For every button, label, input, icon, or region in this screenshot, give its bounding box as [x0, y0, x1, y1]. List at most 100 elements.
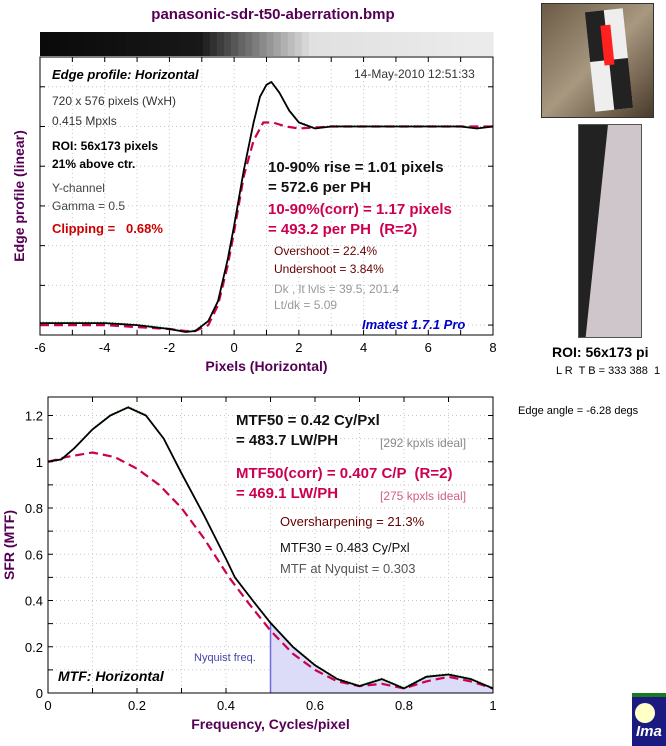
mtf50-corr: MTF50(corr) = 0.407 C/P (R=2) [236, 465, 453, 482]
gray-strip-cell [103, 32, 112, 56]
mtf-heading: MTF: Horizontal [58, 668, 164, 684]
gray-strip-cell [160, 32, 169, 56]
gray-strip-cell [96, 32, 105, 56]
imatest-logo: Ima [632, 693, 666, 746]
ratio: Lt/dk = 5.09 [274, 298, 338, 312]
gamma: Gamma = 0.5 [52, 199, 126, 213]
series-corrected-line [47, 451, 494, 690]
gray-strip-cell [216, 32, 225, 56]
mtf30: MTF30 = 0.483 Cy/Pxl [280, 540, 410, 555]
overshoot: Overshoot = 22.4% [274, 244, 378, 258]
plot-frame [39, 56, 494, 336]
gray-strip-cell [167, 32, 176, 56]
gray-strip-cell [245, 32, 253, 56]
gray-strip-cell [209, 32, 218, 56]
gray-strip-cell [124, 32, 133, 56]
gray-strip-cell [280, 32, 289, 56]
gray-strip-cell [351, 32, 360, 56]
gray-strip-cell [429, 32, 437, 56]
gray-strip-cell [379, 32, 388, 56]
gray-strip-cell [450, 32, 459, 56]
gray-strip-cell [337, 32, 345, 56]
gray-strip-cell [422, 32, 430, 56]
gray-strip-cell [393, 32, 402, 56]
x-tick-label: 8 [489, 340, 496, 355]
gray-strip-cell [316, 32, 324, 56]
gray-strip-cell [252, 32, 261, 56]
gray-strip-cell [386, 32, 395, 56]
gray-strip-cell [330, 32, 338, 56]
gray-strip-cell [82, 32, 91, 56]
gray-strip-cell [485, 32, 494, 56]
plot-frame [47, 396, 494, 694]
x-tick-label: 0 [44, 698, 51, 713]
x-tick-label: 0.8 [395, 698, 413, 713]
nyquist-label: Nyquist freq. [194, 652, 256, 664]
clipping: Clipping = 0.68% [52, 221, 163, 236]
y-tick-label: 0.8 [25, 501, 43, 516]
gray-strip-cell [75, 32, 84, 56]
edge-heading: Edge profile: Horizontal [52, 67, 199, 82]
x-tick-label: 4 [360, 340, 367, 355]
oversharpening: Oversharpening = 21.3% [280, 514, 425, 529]
side-roi: ROI: 56x173 pi [552, 344, 649, 360]
gray-strip-cell [89, 32, 98, 56]
gray-strip-cell [174, 32, 183, 56]
gray-strip-cell [294, 32, 303, 56]
edge-angle: Edge angle = -6.28 degs [518, 405, 639, 417]
mtf50: MTF50 = 0.42 Cy/Pxl [236, 412, 380, 429]
gray-strip-cell [202, 32, 211, 56]
gray-strip-cell [224, 32, 232, 56]
gray-strip-cell [117, 32, 126, 56]
gray-strip-cell [358, 32, 367, 56]
gray-strip-cell [181, 32, 190, 56]
levels: Dk , lt lvls = 39.5, 201.4 [274, 282, 400, 296]
gray-strip-cell [464, 32, 473, 56]
y-tick-label: 0 [36, 686, 43, 701]
gray-strip-cell [365, 32, 374, 56]
y-tick-label: 1.2 [25, 409, 43, 424]
mpxls: 0.415 Mpxls [52, 114, 117, 128]
gray-strip-cell [54, 32, 62, 56]
gray-strip-cell [61, 32, 69, 56]
x-tick-label: 0.6 [306, 698, 324, 713]
ideal-2: [275 kpxls ideal] [380, 489, 467, 503]
y-tick-label: 0.4 [25, 594, 43, 609]
gray-strip-cell [259, 32, 268, 56]
x-axis-label: Frequency, Cycles/pixel [191, 716, 349, 732]
gray-strip-cell [146, 32, 154, 56]
x-tick-label: -6 [34, 340, 46, 355]
side-lrtb: L R T B = 333 388 1 [556, 365, 661, 377]
roi-position: 21% above ctr. [52, 157, 136, 171]
gray-strip-cell [195, 32, 204, 56]
series-measured-line [47, 406, 494, 690]
x-tick-label: -2 [164, 340, 176, 355]
gray-strip-cell [273, 32, 282, 56]
roi-crop [578, 124, 642, 338]
image-thumbnail [541, 3, 654, 118]
gray-strip-cell [301, 32, 310, 56]
image-size: 720 x 576 pixels (WxH) [52, 94, 177, 108]
mtf-nyquist: MTF at Nyquist = 0.303 [280, 561, 416, 576]
gray-strip-cell [323, 32, 331, 56]
x-tick-label: 0.2 [128, 698, 146, 713]
gray-strip-cell [40, 32, 48, 56]
gray-strip-cell [372, 32, 381, 56]
gray-strip-cell [188, 32, 197, 56]
gray-strip-cell [238, 32, 246, 56]
x-tick-label: 1 [489, 698, 496, 713]
gray-strip-cell [139, 32, 147, 56]
y-tick-label: 1 [36, 455, 43, 470]
gray-strip-cell [110, 32, 119, 56]
x-tick-label: 0.4 [217, 698, 235, 713]
ideal-1: [292 kpxls ideal] [380, 436, 467, 450]
undershoot: Undershoot = 3.84% [274, 262, 384, 276]
roi: ROI: 56x173 pixels [52, 139, 159, 153]
brand: Imatest 1.7.1 Pro [362, 317, 466, 332]
gray-strip-cell [436, 32, 445, 56]
mtf50-corr-lwph: = 469.1 LW/PH [236, 485, 339, 502]
gray-strip-cell [231, 32, 239, 56]
gray-strip-cell [132, 32, 140, 56]
x-axis-label: Pixels (Horizontal) [205, 358, 327, 374]
gray-strip-cell [457, 32, 466, 56]
